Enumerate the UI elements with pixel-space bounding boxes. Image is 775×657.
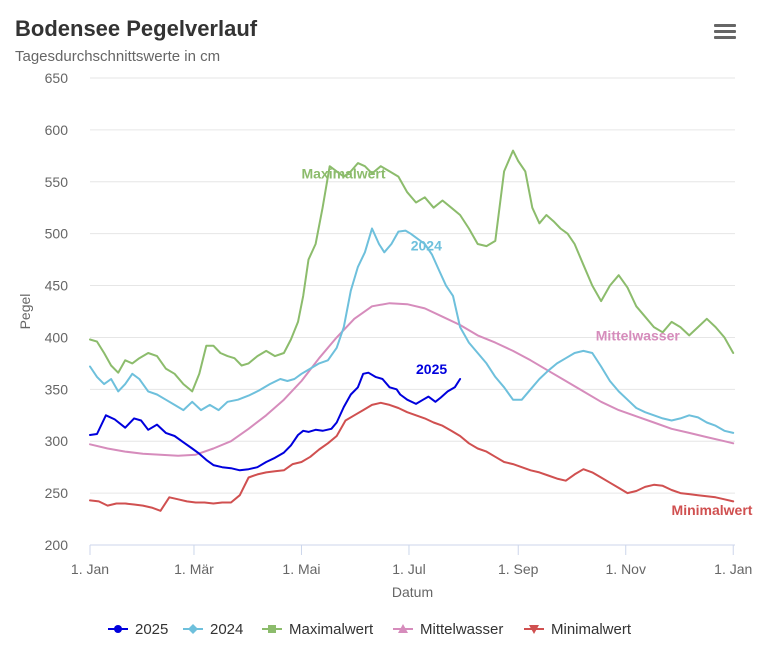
legend-marker-mittelwasser — [398, 624, 408, 633]
series-line-2025 — [89, 371, 462, 472]
series-label-minimalwert: Minimalwert — [672, 502, 753, 518]
series-label-2024: 2024 — [411, 237, 442, 253]
legend-item-mittelwasser[interactable]: Mittelwasser — [420, 621, 503, 638]
y-tick-label: 550 — [45, 174, 69, 190]
chart-subtitle: Tagesdurchschnittswerte in cm — [15, 48, 221, 65]
series-label-maximalwert: Maximalwert — [301, 166, 385, 182]
y-tick-label: 650 — [45, 70, 69, 86]
legend-marker-2025 — [114, 625, 122, 633]
legend-item-minimalwert[interactable]: Minimalwert — [551, 621, 632, 638]
series-label-mittelwasser: Mittelwasser — [596, 328, 681, 344]
x-tick-label: 1. Nov — [606, 561, 646, 577]
y-axis-title: Pegel — [17, 294, 33, 330]
x-tick-label: 1. Jul — [392, 561, 425, 577]
legend-marker-maximalwert — [268, 625, 276, 633]
hamburger-menu-icon[interactable] — [714, 24, 736, 42]
y-tick-label: 300 — [45, 433, 69, 449]
y-tick-label: 600 — [45, 122, 69, 138]
y-tick-label: 350 — [45, 381, 69, 397]
x-tick-label: 1. Jan — [71, 561, 109, 577]
y-tick-label: 400 — [45, 329, 69, 345]
x-tick-label: 1. Sep — [498, 561, 539, 577]
legend-item-2024[interactable]: 2024 — [210, 621, 243, 638]
series-line-2024 — [89, 227, 735, 434]
series-line-maximalwert — [89, 149, 735, 393]
legend-item-2025[interactable]: 2025 — [135, 621, 168, 638]
x-tick-label: 1. Mär — [174, 561, 214, 577]
series-line-mittelwasser — [89, 302, 735, 457]
chart-title: Bodensee Pegelverlauf — [15, 16, 258, 41]
y-tick-label: 250 — [45, 485, 69, 501]
series-line-minimalwert — [89, 401, 735, 512]
x-axis-title: Datum — [392, 584, 433, 600]
y-tick-label: 500 — [45, 226, 69, 242]
series-label-2025: 2025 — [416, 361, 447, 377]
legend-marker-2024 — [188, 624, 198, 634]
legend-item-maximalwert[interactable]: Maximalwert — [289, 621, 374, 638]
y-tick-label: 200 — [45, 537, 69, 553]
y-tick-label: 450 — [45, 278, 69, 294]
x-tick-label: 1. Mai — [282, 561, 320, 577]
legend-marker-minimalwert — [529, 625, 539, 634]
x-tick-label: 1. Jan — [714, 561, 752, 577]
